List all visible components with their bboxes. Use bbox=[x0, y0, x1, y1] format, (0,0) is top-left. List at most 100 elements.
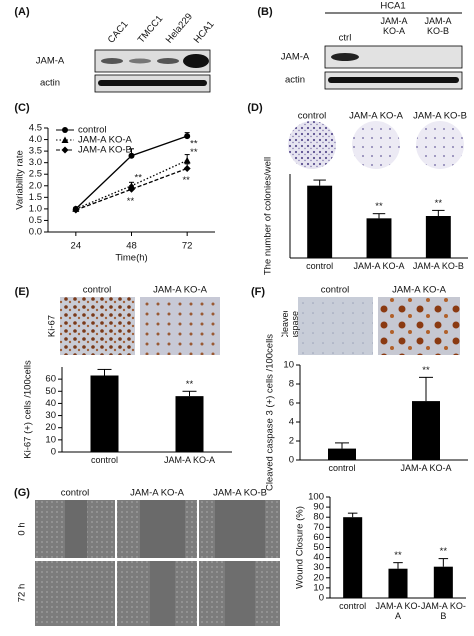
image-label: JAM-A KO-A bbox=[130, 488, 185, 499]
y-tick-label: 2.0 bbox=[29, 180, 42, 191]
x-tick-label: 48 bbox=[126, 241, 137, 252]
panel-label: (B) bbox=[257, 6, 273, 18]
ihc-image bbox=[378, 297, 460, 355]
panel-label: (C) bbox=[14, 102, 30, 114]
legend-marker bbox=[62, 127, 68, 133]
y-axis-title: Cleaved caspase 3 (+) cells /100cells bbox=[265, 334, 276, 491]
lane-label-box: JAM-A KO-A bbox=[380, 16, 408, 36]
y-tick-label: 0 bbox=[51, 447, 56, 458]
row-label: actin bbox=[40, 78, 60, 89]
band bbox=[101, 58, 123, 64]
lane-label: CAC1 bbox=[106, 19, 131, 45]
bar bbox=[328, 448, 356, 460]
significance: ** bbox=[186, 379, 194, 390]
y-tick-label: 20 bbox=[313, 572, 324, 583]
y-tick-label: 60 bbox=[313, 532, 324, 543]
y-tick-label: 6 bbox=[289, 398, 294, 409]
image-label: JAM-A KO-A bbox=[349, 111, 404, 122]
y-axis-title: Ki-67 (+) cells /100cells bbox=[23, 360, 34, 459]
significance: ** bbox=[435, 198, 443, 209]
panel-label: (E) bbox=[15, 286, 30, 298]
x-tick-label-box: JAM-A KO-A bbox=[400, 463, 452, 473]
x-tick-label-box: JAM-A KO-B bbox=[420, 601, 466, 621]
stain-label: Cleaved caspase 3 bbox=[280, 311, 300, 337]
lane-label: ctrl bbox=[339, 33, 352, 44]
significance: ** bbox=[422, 365, 430, 376]
significance: ** bbox=[394, 550, 402, 561]
significance: ** bbox=[127, 196, 135, 207]
series-line bbox=[75, 167, 188, 211]
dish-image bbox=[416, 121, 464, 169]
y-tick-label: 90 bbox=[313, 502, 324, 513]
bar bbox=[90, 375, 119, 452]
y-tick-label: 4.0 bbox=[29, 134, 42, 145]
x-tick-label: JAM-A KO-B bbox=[420, 601, 466, 621]
y-tick-label: 3.0 bbox=[29, 157, 42, 168]
panel-label: (D) bbox=[247, 102, 263, 114]
stain-label-box: Cleaved caspase 3 bbox=[280, 311, 300, 337]
row-label: JAM-A bbox=[281, 52, 310, 63]
wound-gap bbox=[150, 561, 175, 626]
x-tick-label: JAM-A KO-A bbox=[163, 455, 215, 465]
x-tick-label: control bbox=[306, 261, 334, 271]
legend-marker bbox=[61, 146, 69, 154]
significance: ** bbox=[190, 139, 198, 150]
ihc-image bbox=[60, 297, 135, 355]
y-tick-label: 100 bbox=[308, 492, 324, 503]
y-tick-label: 10 bbox=[313, 582, 324, 593]
marker bbox=[183, 156, 191, 164]
wound-gap bbox=[215, 500, 265, 558]
y-tick-label: 2 bbox=[289, 436, 294, 447]
x-tick-label-box: control bbox=[328, 463, 356, 473]
image-label: control bbox=[61, 488, 90, 499]
x-tick-label-box: control bbox=[90, 455, 118, 465]
image-label: JAM-A KO-B bbox=[213, 488, 267, 499]
wound-gap bbox=[65, 500, 87, 558]
bar bbox=[343, 517, 363, 598]
y-axis-title: Variability rate bbox=[15, 150, 26, 210]
legend-label: JAM-A KO-B bbox=[78, 145, 132, 156]
y-tick-label: 10 bbox=[45, 434, 56, 445]
bar bbox=[425, 216, 451, 258]
y-tick-label: 30 bbox=[313, 562, 324, 573]
lane-label: JAM-A KO-A bbox=[380, 16, 408, 36]
image-label: control bbox=[321, 285, 350, 296]
y-tick-label: 4 bbox=[289, 417, 294, 428]
x-tick-label-box: control bbox=[306, 261, 334, 271]
y-tick-label: 40 bbox=[45, 398, 56, 409]
lane-label: TMCC1 bbox=[136, 13, 165, 45]
y-tick-label: 2.5 bbox=[29, 169, 42, 180]
panel-label: (A) bbox=[14, 6, 30, 18]
y-tick-label: 8 bbox=[289, 379, 294, 390]
significance: ** bbox=[440, 546, 448, 557]
image-label: JAM-A KO-A bbox=[153, 285, 208, 296]
marker bbox=[72, 206, 80, 214]
bar bbox=[175, 396, 204, 452]
lane-label: JAM-A KO-B bbox=[424, 16, 452, 36]
x-tick-label-box: JAM-A KO-A bbox=[163, 455, 215, 465]
band bbox=[129, 58, 151, 64]
x-tick-label: JAM-A KO-A bbox=[400, 463, 452, 473]
x-tick-label: control bbox=[328, 463, 356, 473]
x-tick-label-box: control bbox=[339, 601, 366, 611]
y-tick-label: 0 bbox=[319, 593, 324, 604]
x-tick-label-box: JAM-A KO-B bbox=[413, 261, 464, 271]
y-tick-label: 0 bbox=[289, 455, 294, 466]
y-tick-label: 60 bbox=[45, 374, 56, 385]
marker bbox=[183, 164, 191, 172]
bar bbox=[388, 568, 408, 598]
significance: ** bbox=[135, 172, 143, 183]
marker bbox=[184, 133, 191, 140]
stain-label: Ki-67 bbox=[47, 315, 58, 337]
x-tick-label: 24 bbox=[71, 241, 82, 252]
x-tick-label-box: JAM-A KO-A bbox=[375, 601, 420, 621]
ihc-image bbox=[298, 297, 373, 355]
blot bbox=[94, 49, 211, 73]
y-tick-label: 20 bbox=[45, 422, 56, 433]
x-tick-label: control bbox=[90, 455, 118, 465]
row-label: 0 h bbox=[17, 522, 28, 535]
band bbox=[183, 54, 209, 68]
image-label: control bbox=[298, 111, 327, 122]
